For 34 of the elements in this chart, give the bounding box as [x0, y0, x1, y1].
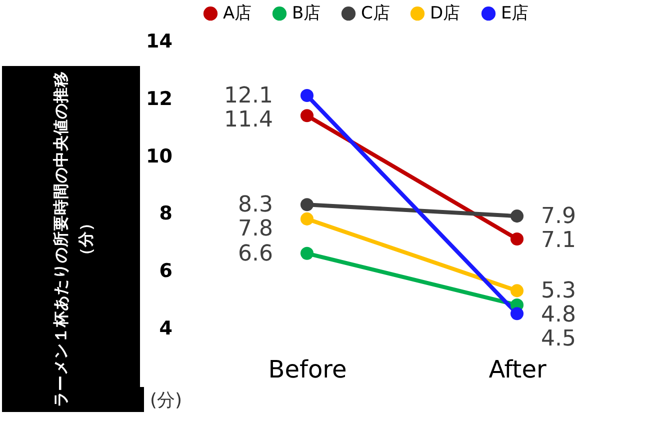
point — [300, 89, 314, 102]
y-tick-label: 10 — [146, 145, 172, 168]
point — [300, 246, 314, 260]
point — [510, 284, 524, 298]
data-label: 11.4 — [224, 108, 273, 133]
point — [510, 210, 524, 223]
data-label: 7.9 — [541, 204, 576, 230]
data-label: 7.8 — [238, 216, 273, 242]
x-tick-label: Before — [268, 356, 347, 384]
legend-label: B店 — [292, 4, 321, 24]
legend-label: D店 — [430, 4, 460, 24]
point — [510, 307, 524, 320]
data-label: 12.1 — [224, 84, 273, 109]
y-axis-title: ラーメン１杯あたりの所要時間の中央値の推移（分） — [52, 71, 95, 407]
data-label: 4.5 — [541, 326, 576, 352]
data-label: 8.3 — [238, 192, 273, 218]
point — [510, 232, 524, 246]
point — [300, 109, 314, 122]
data-label: 4.8 — [541, 302, 576, 328]
data-label: 5.3 — [541, 278, 576, 304]
point — [300, 198, 314, 212]
y-tick-label: 14 — [146, 30, 172, 52]
y-tick-label: 8 — [159, 202, 172, 225]
x-tick-label: After — [488, 356, 546, 384]
y-tick-label: 4 — [159, 318, 172, 340]
legend-label: A店 — [223, 4, 252, 24]
data-label: 7.1 — [541, 228, 576, 254]
data-label: 6.6 — [238, 241, 273, 266]
legend-label: E店 — [501, 4, 529, 24]
text: (分) — [150, 389, 182, 412]
legend-label: C店 — [361, 4, 390, 24]
point — [300, 212, 314, 226]
y-tick-label: 12 — [146, 88, 172, 110]
y-tick-label: 6 — [159, 260, 172, 282]
